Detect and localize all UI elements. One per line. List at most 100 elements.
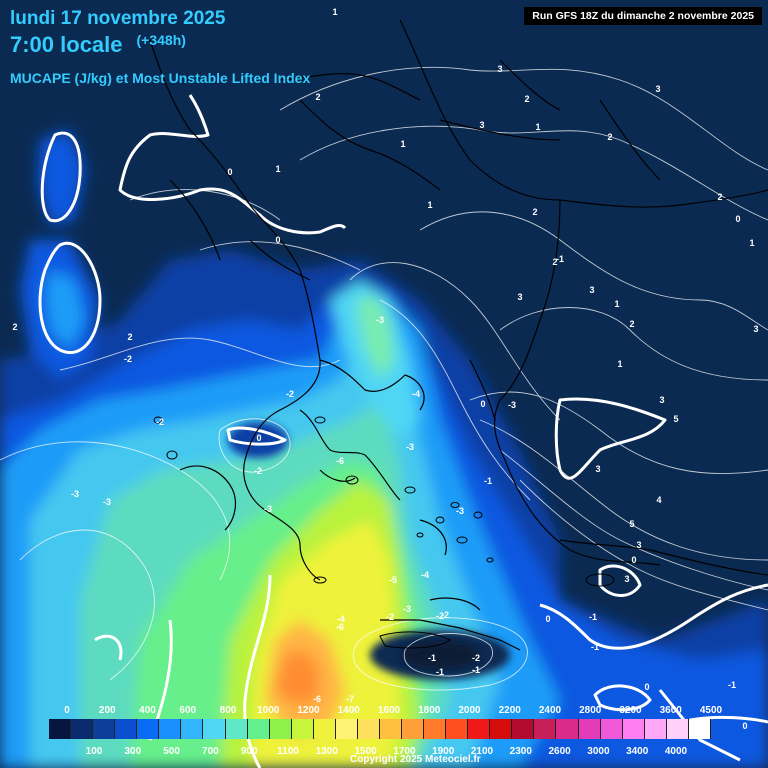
contour-label: -5	[389, 575, 397, 585]
legend-tick-label: 500	[163, 746, 180, 757]
contour-label: 2	[717, 192, 722, 202]
forecast-time: 7:00 locale (+348h)	[10, 32, 186, 58]
legend-swatch	[49, 719, 72, 739]
legend-tick-label: 2800	[579, 705, 602, 716]
contour-label: -1	[589, 612, 597, 622]
contour-label: 3	[595, 464, 600, 474]
legend-swatch	[512, 719, 535, 739]
legend-swatch	[269, 719, 292, 739]
contour-label: -2	[441, 610, 449, 620]
contour-label: 1	[400, 139, 405, 149]
legend-tick-label: 1800	[418, 705, 441, 716]
contour-label: 3	[636, 540, 641, 550]
contour-label: -3	[264, 504, 272, 514]
contour-label: 0	[735, 214, 740, 224]
contour-label: -1	[728, 680, 736, 690]
contour-label: 0	[644, 682, 649, 692]
legend-swatch	[534, 719, 557, 739]
legend-swatch	[203, 719, 226, 739]
copyright-text: Copyright 2025 Meteociel.fr	[350, 754, 481, 765]
legend-tick-label: 4500	[699, 705, 723, 716]
contour-label: 2	[12, 322, 17, 332]
contour-label: -3	[71, 489, 79, 499]
contour-label: 0	[545, 614, 550, 624]
contour-label: -3	[103, 497, 111, 507]
legend-swatch	[600, 719, 623, 739]
legend-tick-label: 400	[139, 705, 156, 716]
legend-tick-label: 900	[240, 746, 258, 757]
islands	[153, 416, 615, 649]
run-info-badge: Run GFS 18Z du dimanche 2 novembre 2025	[524, 7, 762, 25]
legend-tick-label: 2400	[538, 705, 562, 716]
legend-tick-label: 3600	[659, 705, 682, 716]
contour-label: -4	[412, 389, 420, 399]
contour-label: 2	[532, 207, 537, 217]
legend-tick-label: 3400	[626, 746, 649, 757]
contour-label: -4	[421, 570, 429, 580]
contour-label: -3	[508, 400, 516, 410]
legend-swatch	[468, 719, 491, 739]
legend-swatch	[446, 719, 469, 739]
contour-label: -4	[337, 614, 345, 624]
legend-swatch	[424, 719, 447, 739]
contour-label: 3	[497, 64, 502, 74]
contour-label: 3	[589, 285, 594, 295]
legend-tick-label: 2100	[470, 746, 494, 757]
contour-label: 1	[535, 122, 540, 132]
contour-label: 1	[614, 299, 619, 309]
legend-tick-label: 700	[202, 746, 219, 757]
legend-tick-label: 0	[64, 705, 70, 716]
contour-label: 3	[624, 574, 629, 584]
legend-tick-label: 1500	[354, 746, 377, 757]
contour-label: -3	[376, 315, 384, 325]
lifted-index-contours	[0, 66, 768, 691]
contour-label: 2	[315, 92, 320, 102]
contour-label: -2	[386, 612, 394, 622]
contour-label: 2	[127, 332, 132, 342]
contour-label: 4	[656, 495, 661, 505]
contour-label: 3	[479, 120, 484, 130]
contour-label: 2	[629, 319, 634, 329]
legend-tick-label: 1900	[432, 746, 455, 757]
legend-swatch	[291, 719, 314, 739]
contour-label: 0	[275, 235, 280, 245]
contour-label: -2	[286, 389, 294, 399]
contour-label: -3	[403, 604, 411, 614]
contour-label: -1	[428, 653, 436, 663]
legend-tick-label: 1300	[315, 746, 338, 757]
forecast-time-label: 7:00 locale	[10, 32, 123, 57]
contour-label: -1	[591, 642, 599, 652]
legend-tick-label: 3200	[619, 705, 642, 716]
legend-tick-label: 200	[98, 705, 116, 716]
legend-tick-label: 2300	[509, 746, 532, 757]
contour-label: 0	[742, 721, 747, 731]
forecast-offset: (+348h)	[136, 32, 186, 48]
contour-label: -6	[336, 622, 344, 632]
contour-label: 2	[607, 132, 612, 142]
contour-label: -6	[313, 694, 321, 704]
legend-tick-label: 2000	[458, 705, 481, 716]
legend-swatch	[490, 719, 513, 739]
contour-label: 1	[275, 164, 280, 174]
legend-tick-label: 2200	[498, 705, 521, 716]
contour-label: 3	[517, 292, 522, 302]
coastlines	[149, 19, 768, 651]
contour-label: 1	[617, 359, 622, 369]
contour-label: 2	[524, 94, 529, 104]
cape-field	[0, 130, 768, 768]
contour-label: 3	[753, 324, 758, 334]
legend-swatch	[181, 719, 204, 739]
legend-swatch	[578, 719, 601, 739]
contour-label: 5	[629, 519, 634, 529]
legend-swatch	[225, 719, 248, 739]
legend-swatch	[115, 719, 138, 739]
contour-label: -2	[124, 354, 132, 364]
contour-label: 0	[480, 399, 485, 409]
contour-label: -1	[556, 254, 564, 264]
contour-label: -2	[472, 653, 480, 663]
contour-label: 3	[659, 395, 664, 405]
legend-tick-label: 1100	[277, 746, 299, 757]
map-subtitle: MUCAPE (J/kg) et Most Unstable Lifted In…	[10, 70, 311, 86]
legend-swatch	[644, 719, 667, 739]
